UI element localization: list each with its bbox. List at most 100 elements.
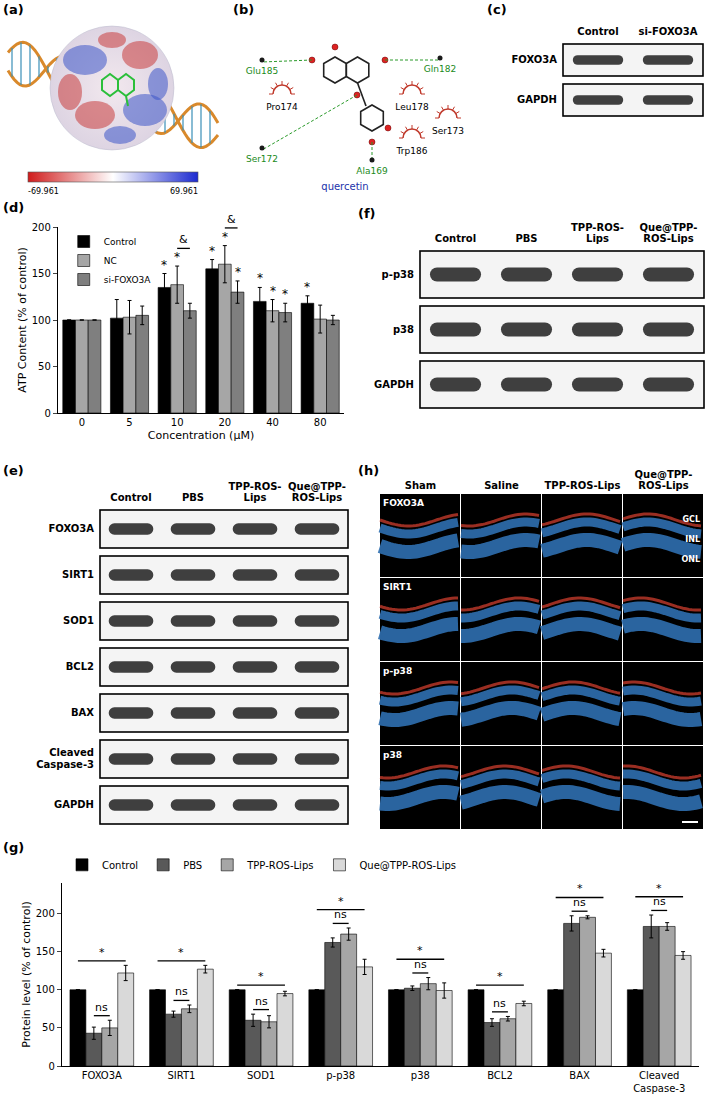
svg-text:Saline: Saline bbox=[484, 480, 519, 491]
svg-text:TPP-ROS-Lips: TPP-ROS-Lips bbox=[246, 860, 313, 871]
svg-text:5: 5 bbox=[126, 417, 132, 428]
svg-text:BAX: BAX bbox=[569, 1070, 590, 1081]
svg-text:(c): (c) bbox=[487, 2, 507, 17]
svg-text:*: * bbox=[161, 258, 167, 272]
svg-text:Que@TPP-ROS-Lips: Que@TPP-ROS-Lips bbox=[359, 860, 456, 871]
svg-text:GAPDH: GAPDH bbox=[374, 379, 414, 390]
svg-text:BAX: BAX bbox=[71, 707, 94, 718]
svg-text:p-p38: p-p38 bbox=[326, 1070, 355, 1081]
svg-text:ns: ns bbox=[334, 908, 347, 921]
svg-text:200: 200 bbox=[32, 222, 51, 233]
svg-text:200: 200 bbox=[36, 908, 55, 919]
svg-text:(a): (a) bbox=[3, 2, 24, 17]
svg-text:*: * bbox=[577, 882, 583, 895]
svg-text:quercetin: quercetin bbox=[321, 181, 368, 192]
svg-text:ATP Content (% of control): ATP Content (% of control) bbox=[16, 247, 29, 393]
svg-text:Concentration (μM): Concentration (μM) bbox=[148, 429, 254, 442]
svg-text:*: * bbox=[497, 970, 503, 983]
svg-text:*: * bbox=[258, 970, 264, 983]
svg-text:Protein level (% of control): Protein level (% of control) bbox=[20, 901, 33, 1047]
svg-text:(b): (b) bbox=[233, 2, 254, 17]
svg-text:p38: p38 bbox=[411, 1070, 430, 1081]
svg-text:Control: Control bbox=[110, 492, 151, 503]
svg-text:10: 10 bbox=[171, 417, 184, 428]
svg-text:*: * bbox=[209, 244, 215, 258]
svg-text:*: * bbox=[270, 284, 276, 298]
svg-text:p-p38: p-p38 bbox=[383, 666, 412, 676]
svg-text:GCL: GCL bbox=[682, 515, 700, 524]
svg-text:FOXO3A: FOXO3A bbox=[82, 1070, 122, 1081]
svg-text:Que@TPP-ROS-Lips: Que@TPP-ROS-Lips bbox=[640, 222, 698, 245]
svg-text:50: 50 bbox=[38, 361, 51, 372]
svg-text:Control: Control bbox=[104, 237, 137, 247]
svg-text:Que@TPP-ROS-Lips: Que@TPP-ROS-Lips bbox=[635, 469, 693, 492]
svg-text:40: 40 bbox=[266, 417, 279, 428]
svg-text:*: * bbox=[174, 250, 180, 264]
svg-text:TPP-ROS-Lips: TPP-ROS-Lips bbox=[228, 481, 281, 504]
svg-text:ns: ns bbox=[653, 895, 666, 908]
svg-text:20: 20 bbox=[218, 417, 231, 428]
svg-text:0: 0 bbox=[44, 408, 50, 419]
svg-text:SIRT1: SIRT1 bbox=[383, 582, 412, 592]
svg-text:INL: INL bbox=[685, 535, 700, 544]
svg-text:Gln182: Gln182 bbox=[424, 64, 456, 74]
svg-text:p-p38: p-p38 bbox=[382, 269, 414, 280]
svg-text:80: 80 bbox=[314, 417, 327, 428]
svg-text:TPP-ROS-Lips: TPP-ROS-Lips bbox=[545, 480, 621, 491]
svg-text:NC: NC bbox=[104, 256, 117, 266]
svg-text:ns: ns bbox=[255, 995, 268, 1008]
svg-text:BCL2: BCL2 bbox=[66, 661, 94, 672]
svg-text:Ser172: Ser172 bbox=[246, 154, 278, 164]
svg-text:p38: p38 bbox=[393, 324, 414, 335]
svg-text:Ser173: Ser173 bbox=[432, 126, 464, 136]
svg-text:Glu185: Glu185 bbox=[246, 66, 278, 76]
svg-text:PBS: PBS bbox=[182, 492, 204, 503]
svg-text:(f): (f) bbox=[358, 206, 376, 221]
svg-text:p38: p38 bbox=[383, 750, 402, 760]
svg-text:ns: ns bbox=[493, 997, 506, 1010]
svg-text:(e): (e) bbox=[3, 463, 24, 478]
svg-text:BCL2: BCL2 bbox=[487, 1070, 513, 1081]
svg-text:*: * bbox=[235, 265, 241, 279]
svg-text:*: * bbox=[304, 280, 310, 294]
svg-text:Control: Control bbox=[577, 26, 618, 37]
svg-text:*: * bbox=[257, 271, 263, 285]
svg-text:(h): (h) bbox=[358, 463, 379, 478]
svg-text:SOD1: SOD1 bbox=[63, 615, 94, 626]
svg-text:*: * bbox=[178, 946, 184, 959]
svg-text:ONL: ONL bbox=[681, 555, 700, 564]
svg-text:Ala169: Ala169 bbox=[356, 166, 388, 176]
svg-text:*: * bbox=[222, 230, 228, 244]
svg-text:FOXO3A: FOXO3A bbox=[383, 498, 424, 508]
svg-text:150: 150 bbox=[36, 946, 55, 957]
svg-text:CleavedCaspase-3: CleavedCaspase-3 bbox=[633, 1070, 685, 1094]
svg-text:Que@TPP-ROS-Lips: Que@TPP-ROS-Lips bbox=[288, 481, 346, 504]
svg-text:TPP-ROS-Lips: TPP-ROS-Lips bbox=[571, 222, 624, 245]
svg-text:CleavedCaspase-3: CleavedCaspase-3 bbox=[36, 747, 94, 770]
svg-text:Pro174: Pro174 bbox=[266, 102, 298, 112]
svg-text:100: 100 bbox=[32, 315, 51, 326]
svg-text:Trp186: Trp186 bbox=[396, 146, 428, 156]
svg-text:Control: Control bbox=[102, 860, 138, 871]
svg-text:0: 0 bbox=[79, 417, 85, 428]
svg-text:-69.961: -69.961 bbox=[28, 187, 59, 196]
svg-text:*: * bbox=[338, 895, 344, 908]
svg-text:ns: ns bbox=[573, 896, 586, 909]
svg-text:&: & bbox=[179, 233, 188, 246]
svg-text:69.961: 69.961 bbox=[170, 187, 198, 196]
svg-text:0: 0 bbox=[48, 1061, 54, 1072]
svg-text:ns: ns bbox=[95, 1001, 108, 1014]
svg-text:GAPDH: GAPDH bbox=[54, 799, 94, 810]
svg-text:FOXO3A: FOXO3A bbox=[48, 523, 94, 534]
svg-text:*: * bbox=[417, 944, 423, 957]
svg-text:SIRT1: SIRT1 bbox=[62, 569, 94, 580]
svg-text:SIRT1: SIRT1 bbox=[167, 1070, 195, 1081]
svg-text:*: * bbox=[656, 882, 662, 895]
svg-text:Leu178: Leu178 bbox=[395, 102, 429, 112]
svg-text:*: * bbox=[282, 287, 288, 301]
svg-text:Sham: Sham bbox=[405, 480, 437, 491]
svg-text:si-FOXO3A: si-FOXO3A bbox=[638, 26, 697, 37]
svg-text:Control: Control bbox=[435, 233, 476, 244]
svg-text:PBS: PBS bbox=[515, 233, 537, 244]
svg-text:*: * bbox=[99, 946, 105, 959]
